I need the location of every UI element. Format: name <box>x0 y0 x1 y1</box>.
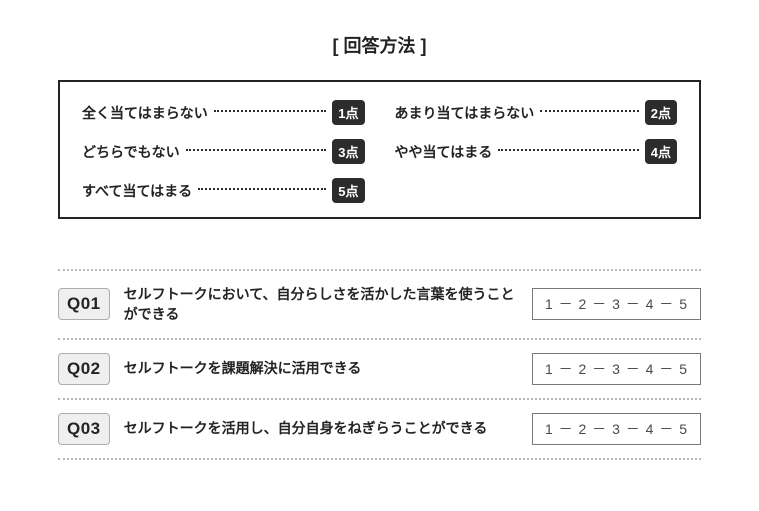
leader-dots <box>540 110 639 112</box>
answer-scale[interactable]: 1 － 2 － 3 － 4 － 5 <box>532 413 701 445</box>
score-badge: 1点 <box>332 100 364 125</box>
legend-label: あまり当てはまらない <box>395 103 535 123</box>
legend-item: あまり当てはまらない 2点 <box>395 100 678 125</box>
leader-dots <box>198 188 326 190</box>
question-number: Q03 <box>58 413 110 445</box>
question-list: Q01 セルフトークにおいて、自分らしさを活かした言葉を使うことができる 1 －… <box>58 269 701 460</box>
leader-dots <box>214 110 327 112</box>
legend-label: すべて当てはまる <box>82 181 192 201</box>
question-row: Q02 セルフトークを課題解決に活用できる 1 － 2 － 3 － 4 － 5 <box>58 340 701 400</box>
page-title: [ 回答方法 ] <box>58 32 701 58</box>
question-row: Q01 セルフトークにおいて、自分らしさを活かした言葉を使うことができる 1 －… <box>58 271 701 340</box>
legend-label: やや当てはまる <box>395 142 493 162</box>
question-text: セルフトークにおいて、自分らしさを活かした言葉を使うことができる <box>124 284 518 325</box>
answer-scale[interactable]: 1 － 2 － 3 － 4 － 5 <box>532 353 701 385</box>
question-text: セルフトークを活用し、自分自身をねぎらうことができる <box>124 418 518 438</box>
question-row: Q03 セルフトークを活用し、自分自身をねぎらうことができる 1 － 2 － 3… <box>58 400 701 460</box>
legend-item: 全く当てはまらない 1点 <box>82 100 365 125</box>
leader-dots <box>498 149 639 151</box>
question-text: セルフトークを課題解決に活用できる <box>124 358 518 378</box>
legend-box: 全く当てはまらない 1点 あまり当てはまらない 2点 どちらでもない 3点 やや… <box>58 80 701 219</box>
legend-item: やや当てはまる 4点 <box>395 139 678 164</box>
score-badge: 2点 <box>645 100 677 125</box>
legend-item: どちらでもない 3点 <box>82 139 365 164</box>
leader-dots <box>186 149 327 151</box>
legend-label: 全く当てはまらない <box>82 103 208 123</box>
score-badge: 3点 <box>332 139 364 164</box>
legend-label: どちらでもない <box>82 142 180 162</box>
question-number: Q01 <box>58 288 110 320</box>
question-number: Q02 <box>58 353 110 385</box>
score-badge: 5点 <box>332 178 364 203</box>
answer-scale[interactable]: 1 － 2 － 3 － 4 － 5 <box>532 288 701 320</box>
score-badge: 4点 <box>645 139 677 164</box>
legend-item: すべて当てはまる 5点 <box>82 178 365 203</box>
